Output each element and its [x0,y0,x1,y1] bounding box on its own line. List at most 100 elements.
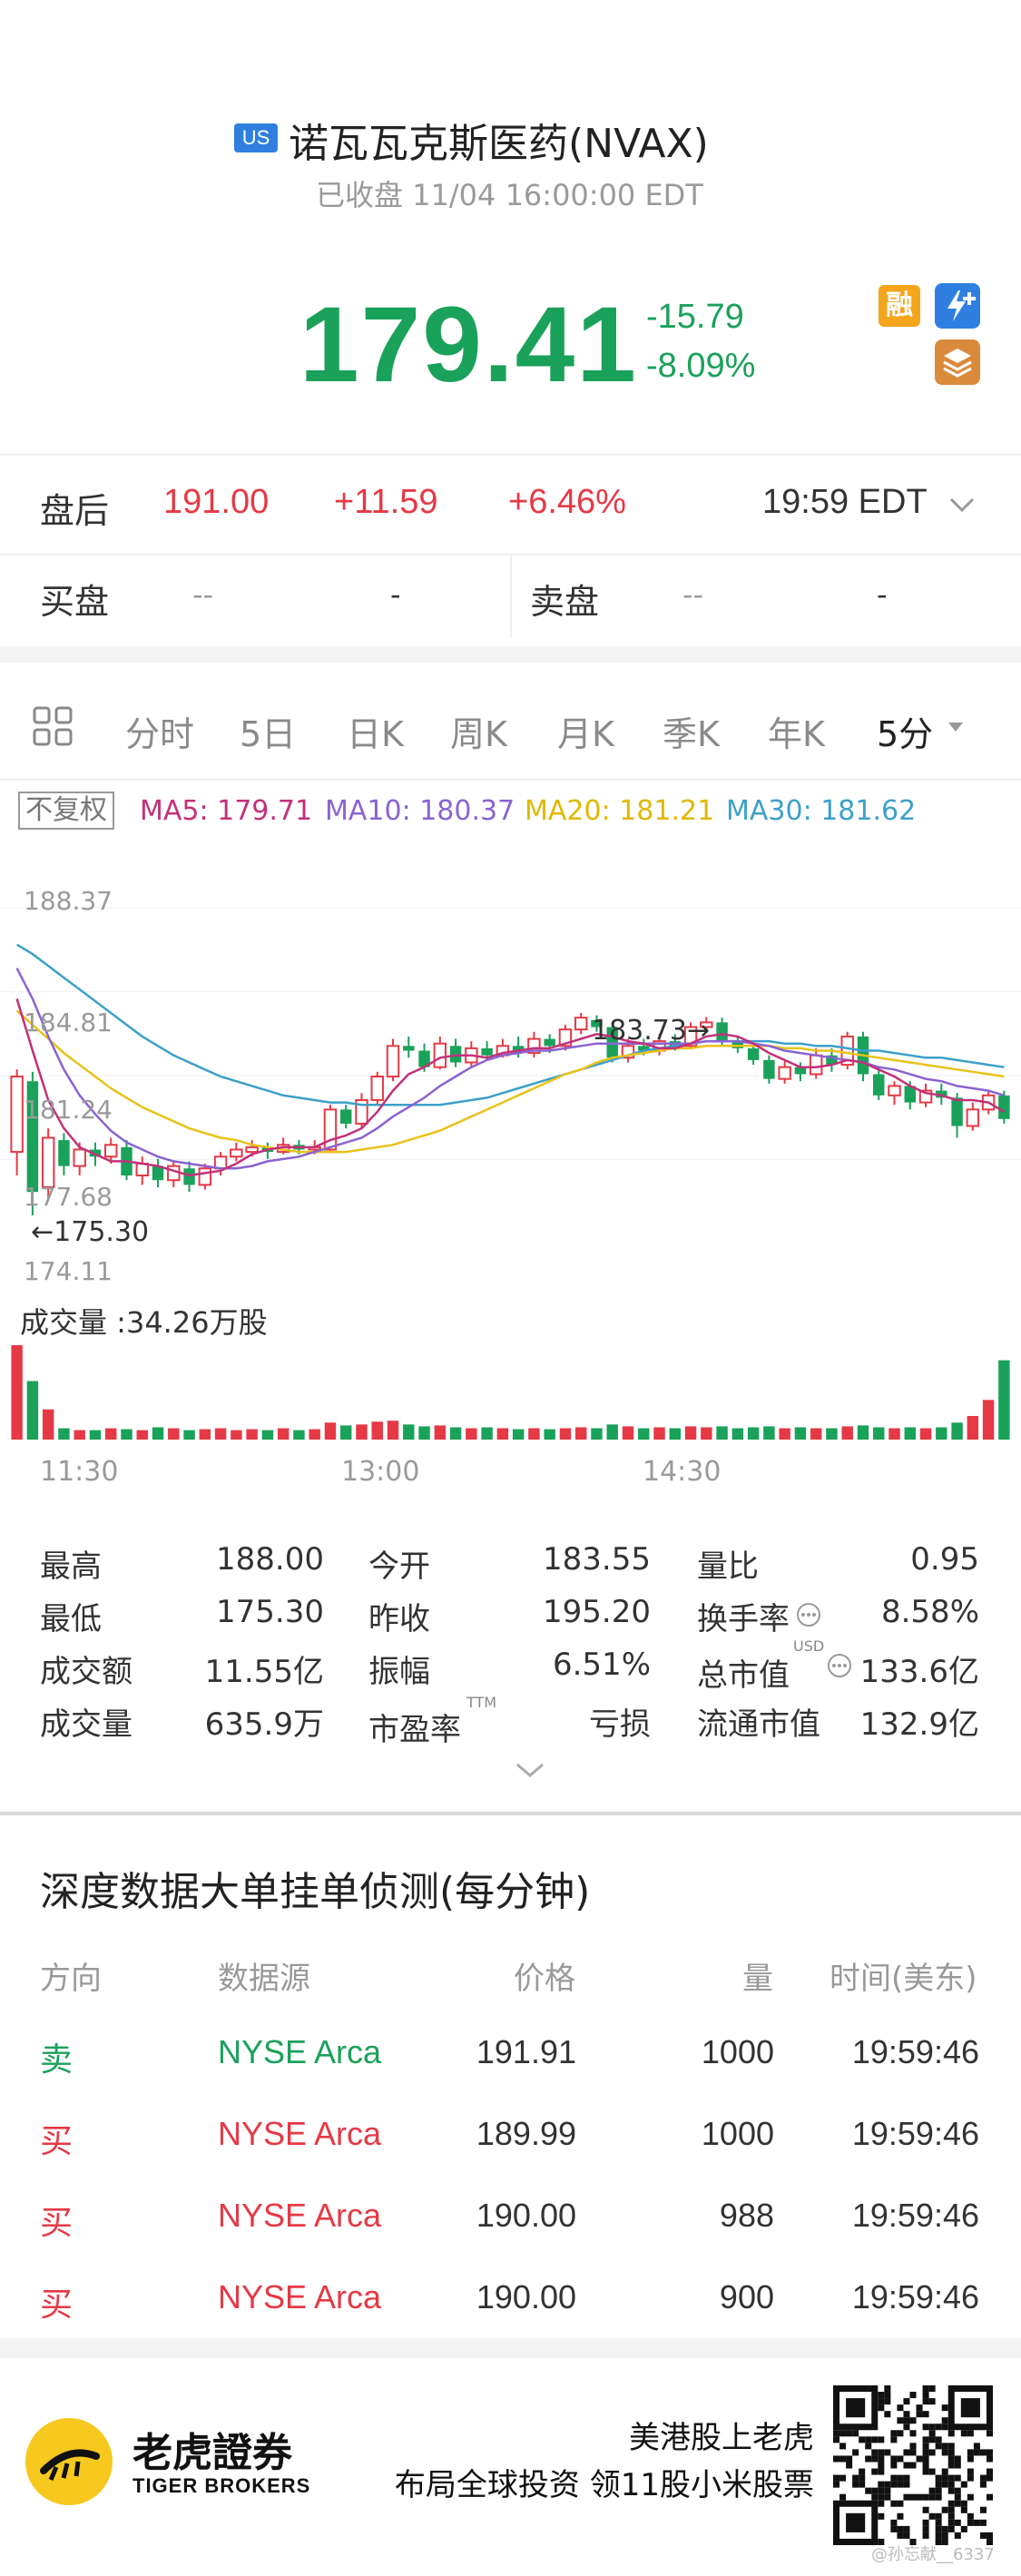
x-tick-label: 13:00 [341,1456,420,1488]
margin-icon[interactable]: 融 [879,285,920,327]
candle [183,1161,195,1193]
cell-time: 19:59:46 [851,2033,979,2070]
volume-bar [841,1426,853,1440]
layers-icon[interactable] [935,339,980,385]
stat-label: 成交额 [40,1654,133,1690]
candle [121,1140,133,1181]
grid-menu-icon[interactable] [31,704,74,752]
volume-bar [669,1428,682,1440]
after-hours-change-pct: +6.46% [508,483,626,521]
low-marker: ←175.30 [31,1216,150,1248]
brand-name-en: TIGER BROKERS [133,2474,311,2497]
after-hours-label: 盘后 [40,491,110,531]
stat-value: 188.00 [216,1541,324,1578]
ask-size: - [877,577,888,612]
ma20-line [15,1009,1005,1154]
volume-bar [826,1428,838,1440]
volume-bar [496,1428,509,1440]
info-icon[interactable] [826,1652,853,1683]
col-header-direction: 方向 [40,1961,102,1997]
footer-banner: 老虎證券 TIGER BROKERS 美港股上老虎 布局全球投资 领11股小米股… [0,2358,1021,2576]
stat-value: 133.6亿 [859,1654,979,1690]
ma20-value: MA20: 181.21 [525,795,715,827]
candle [276,1137,290,1155]
volume-bar [528,1428,540,1440]
kline-svg [0,907,1021,1216]
y-tick-label: 181.24 [24,1095,113,1125]
bid-price: -- [192,577,214,612]
volume-bar [731,1428,744,1440]
volume-bar [653,1427,665,1440]
tab-intraday[interactable]: 分时 [125,714,195,754]
y-tick-label: 174.11 [24,1256,113,1286]
cell-direction: 卖 [40,2041,74,2079]
volume-bar [559,1428,572,1440]
volume-bar [11,1345,23,1440]
tab-yearly-k[interactable]: 年K [768,714,825,754]
volume-bar [136,1430,148,1440]
cell-source: NYSE Arca [218,2278,382,2315]
after-hours-change: +11.59 [334,483,438,521]
candle [700,1017,713,1032]
volume-bar [152,1427,164,1440]
info-icon[interactable] [795,1601,822,1632]
ask-price: -- [682,577,704,612]
stat-value: 195.20 [543,1594,651,1630]
stat-label: 换手率 [697,1601,790,1637]
adjust-toggle[interactable]: 不复权 [18,791,114,830]
volume-bar [794,1427,807,1440]
tab-weekly-k[interactable]: 周K [450,714,507,754]
divider [510,556,512,637]
ma10-value: MA10: 180.37 [325,795,515,827]
stat-value: 132.9亿 [859,1706,979,1743]
candle [888,1081,901,1106]
tab-daily-k[interactable]: 日K [347,714,404,754]
volume-bar [716,1426,728,1440]
cell-qty: 1000 [701,2033,774,2070]
expand-chevron-icon[interactable] [512,1757,548,1788]
candle [591,1015,603,1032]
candle [355,1093,368,1129]
slogan-line-2: 布局全球投资 领11股小米股票 [394,2467,814,2503]
caret-down-icon[interactable] [946,717,966,741]
flash-icon[interactable] [935,283,980,329]
after-hours-time: 19:59 EDT [762,483,928,521]
stat-label: 市盈率 [368,1712,461,1748]
col-header-qty: 量 [742,1961,773,1997]
volume-bar [449,1427,462,1440]
stat-label: 昨收 [368,1601,430,1637]
chevron-down-icon[interactable] [946,488,978,525]
qr-code[interactable] [833,2385,993,2545]
tab-quarterly-k[interactable]: 季K [663,714,720,754]
volume-bar [622,1426,634,1440]
watermark: @孙忘献__6337 [871,2545,995,2564]
tab-monthly-k[interactable]: 月K [557,714,614,754]
volume-chart[interactable] [0,1342,1021,1441]
volume-bar [105,1428,117,1440]
x-tick-label: 14:30 [643,1456,722,1488]
kline-chart[interactable] [0,871,1021,1253]
volume-bar [857,1425,869,1440]
candle [370,1071,384,1106]
tab-5day[interactable]: 5日 [240,714,297,754]
stat-value: 6.51% [552,1647,651,1683]
stat-label: 今开 [368,1549,430,1585]
volume-bar [261,1430,274,1440]
volume-bar [982,1400,995,1440]
volume-bar [919,1428,932,1440]
ma5-line [15,998,1006,1177]
market-status: 已收盘 11/04 16:00:00 EDT [316,178,703,212]
cell-qty: 1000 [701,2115,774,2152]
col-header-source: 数据源 [218,1961,310,1997]
volume-bar [26,1381,39,1440]
market-badge: US [234,123,278,152]
stat-label: 总市值 [697,1657,790,1694]
volume-bar [231,1430,242,1440]
stat-value: 635.9万 [204,1706,324,1743]
tab-5min[interactable]: 5分 [877,714,934,754]
volume-bar [606,1424,618,1440]
candle [778,1059,791,1084]
volume-bar [42,1409,54,1440]
stat-label: 最低 [40,1601,102,1637]
bid-size: - [390,577,401,612]
